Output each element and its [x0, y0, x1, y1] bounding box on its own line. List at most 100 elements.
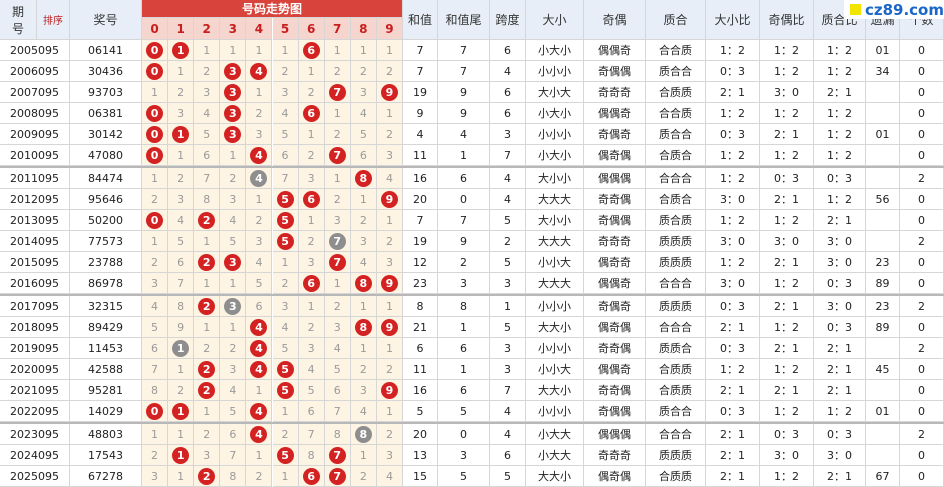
- trend-cell: 2: [194, 61, 221, 82]
- stat-cell: 4: [490, 168, 526, 189]
- hit-ball: 7: [328, 467, 346, 485]
- trend-cell: 3: [220, 359, 247, 380]
- period: 2025095: [0, 466, 70, 487]
- trend-cell: 4: [246, 317, 273, 338]
- header-number: 奖号: [70, 0, 142, 40]
- trend-cell: 1: [272, 40, 299, 61]
- stat-cell: 89: [866, 317, 900, 338]
- period: 2022095: [0, 401, 70, 422]
- trend-cell: 6: [298, 103, 325, 124]
- trend-cell: 8: [142, 380, 169, 401]
- stat-cell: 45: [866, 359, 900, 380]
- trend-cell: 6: [246, 296, 273, 317]
- stat-cell: 合质质: [646, 466, 706, 487]
- stat-cell: 6: [490, 445, 526, 466]
- trend-cell: 6: [220, 424, 247, 445]
- trend-cell: 5: [142, 317, 169, 338]
- stat-cell: 2: [900, 168, 944, 189]
- trend-cell: 2: [194, 380, 221, 401]
- trend-cell: 2: [376, 61, 403, 82]
- trend-cell: 1: [168, 338, 195, 359]
- trend-cell: 1: [168, 40, 195, 61]
- stat-cell: 13: [403, 445, 438, 466]
- stat-cell: 2：1: [760, 189, 814, 210]
- hit-ball: 2: [198, 360, 216, 378]
- stat-cell: [866, 380, 900, 401]
- hit-ball: 1: [172, 402, 190, 420]
- period: 2013095: [0, 210, 70, 231]
- trend-cell: 7: [168, 273, 195, 294]
- repeat-ball: 4: [250, 169, 268, 187]
- stat-cell: 7: [490, 380, 526, 401]
- trend-cell: 1: [220, 317, 247, 338]
- stat-cell: 3：0: [760, 231, 814, 252]
- trend-cell: 5: [168, 231, 195, 252]
- trend-cell: 9: [376, 380, 403, 401]
- trend-cell: 2: [272, 61, 299, 82]
- trend-cell: 2: [142, 189, 169, 210]
- hit-ball: 5: [276, 232, 294, 250]
- trend-cell: 3: [220, 82, 247, 103]
- stat-cell: 质质质: [646, 296, 706, 317]
- trend-cell: 0: [142, 103, 169, 124]
- hit-ball: 1: [172, 446, 190, 464]
- stat-cell: 3：0: [814, 445, 866, 466]
- period: 2015095: [0, 252, 70, 273]
- stat-cell: 56: [866, 189, 900, 210]
- winning-number: 17543: [70, 445, 142, 466]
- hit-ball: 0: [146, 146, 164, 164]
- stat-cell: 4: [403, 124, 438, 145]
- stat-cell: 质质质: [646, 252, 706, 273]
- trend-cell: 3: [220, 189, 247, 210]
- trend-cell: 1: [168, 61, 195, 82]
- trend-cell: 2: [272, 273, 299, 294]
- stat-cell: 小大大: [526, 445, 584, 466]
- hit-ball: 0: [146, 211, 164, 229]
- hit-ball: 3: [224, 104, 242, 122]
- stat-cell: 0: [438, 424, 490, 445]
- trend-cell: 2: [272, 424, 299, 445]
- stat-cell: 6: [438, 168, 490, 189]
- trend-cell: 4: [350, 252, 377, 273]
- stat-cell: 7: [403, 210, 438, 231]
- winning-number: 23788: [70, 252, 142, 273]
- trend-cell: 6: [298, 466, 325, 487]
- winning-number: 50200: [70, 210, 142, 231]
- stat-cell: 2: [900, 231, 944, 252]
- stat-cell: 7: [490, 145, 526, 166]
- header-digit: 7: [324, 18, 351, 40]
- hit-ball: 7: [328, 146, 346, 164]
- logo: cz89.com: [844, 0, 944, 19]
- hit-ball: 4: [250, 62, 268, 80]
- trend-cell: 1: [376, 210, 403, 231]
- header-period: 期号: [0, 0, 37, 40]
- trend-cell: 4: [298, 359, 325, 380]
- trend-cell: 2: [194, 338, 221, 359]
- trend-cell: 5: [324, 359, 351, 380]
- stat-cell: 1：2: [760, 40, 814, 61]
- hit-ball: 4: [250, 425, 268, 443]
- hit-ball: 6: [302, 41, 320, 59]
- winning-number: 89429: [70, 317, 142, 338]
- trend-cell: 2: [350, 210, 377, 231]
- stat-cell: 1: [490, 296, 526, 317]
- header-trend-title: 号码走势图: [142, 0, 403, 18]
- hit-ball: 6: [302, 467, 320, 485]
- stat-cell: 7: [438, 40, 490, 61]
- stat-cell: 合合合: [646, 273, 706, 294]
- trend-cell: 2: [194, 252, 221, 273]
- trend-cell: 3: [220, 296, 247, 317]
- trend-cell: 0: [142, 124, 169, 145]
- stat-cell: 1：2: [706, 40, 760, 61]
- stat-cell: 7: [403, 40, 438, 61]
- stat-cell: 3: [490, 273, 526, 294]
- period: 2005095: [0, 40, 70, 61]
- stat-cell: 1：2: [706, 359, 760, 380]
- stat-cell: 3: [438, 445, 490, 466]
- stat-cell: 12: [403, 252, 438, 273]
- trend-cell: 9: [376, 189, 403, 210]
- header-digit: 9: [376, 18, 403, 40]
- stat-cell: 合质质: [646, 359, 706, 380]
- trend-cell: 1: [168, 401, 195, 422]
- trend-cell: 1: [168, 359, 195, 380]
